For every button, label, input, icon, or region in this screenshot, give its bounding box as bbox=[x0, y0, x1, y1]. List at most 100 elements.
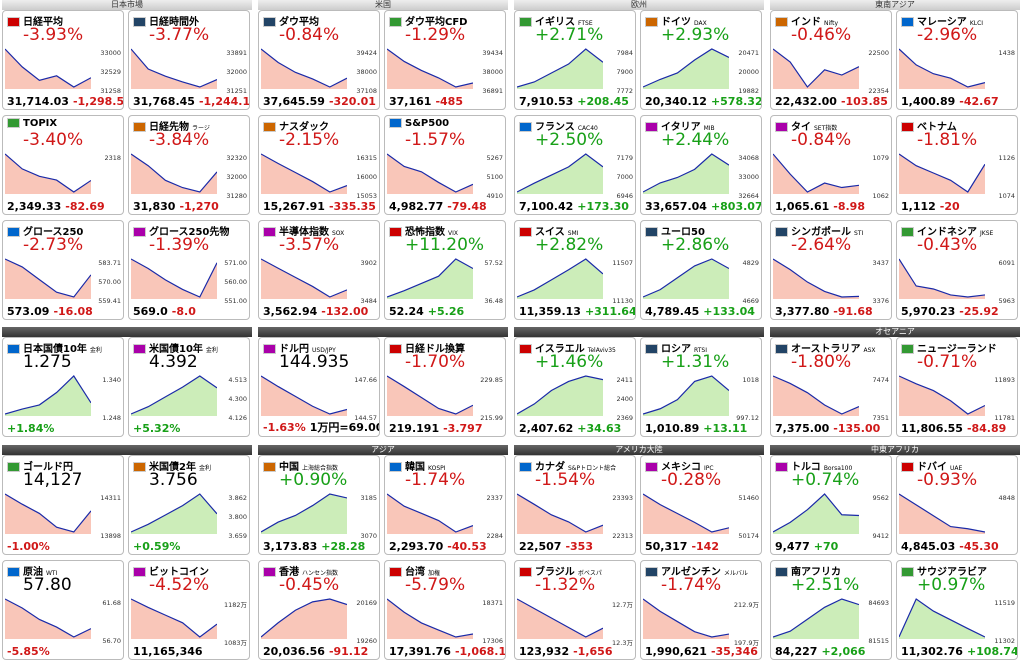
spark-line bbox=[517, 153, 603, 193]
axis-label: 81515 bbox=[868, 637, 889, 645]
area bbox=[517, 154, 603, 194]
sub-label: 加権 bbox=[428, 570, 441, 577]
tile: ブラジル ボベスパ -1.32% 12.7万 12.3万 123,932 -1,656 bbox=[514, 560, 636, 660]
tile: アルゼンチン メルバル -1.74% 212.9万 197.9万 1,990,621 -35… bbox=[640, 560, 762, 660]
axis-label: 23393 bbox=[612, 494, 633, 502]
value: -5.85% bbox=[7, 645, 50, 658]
section-header bbox=[2, 327, 252, 337]
sparkline bbox=[773, 153, 859, 194]
axis-label: 215.99 bbox=[480, 414, 503, 422]
section-header: オセアニア bbox=[770, 327, 1020, 337]
name: タイ bbox=[791, 122, 811, 133]
sub-label: FTSE bbox=[578, 20, 593, 27]
change: -3.77% bbox=[149, 25, 210, 45]
tile-name: 南アフリカ bbox=[775, 563, 841, 578]
spark-line bbox=[899, 375, 985, 415]
bottom-values: 2,293.70 -40.53 bbox=[389, 540, 491, 553]
sub-label: S&Pトロント総合 bbox=[568, 465, 617, 472]
tile: ユーロ50 +2.86% 4829 4669 4,789.45 +133.04 bbox=[640, 220, 762, 320]
flag bbox=[389, 462, 402, 472]
value: -103.85 bbox=[840, 95, 888, 108]
axis-label: 39434 bbox=[482, 49, 503, 57]
area bbox=[773, 154, 859, 194]
change: -3.93% bbox=[23, 25, 84, 45]
value: 37,161 bbox=[389, 95, 432, 108]
value: 1,010.89 bbox=[645, 422, 700, 435]
flag bbox=[901, 227, 914, 237]
axis-label: 2411 bbox=[616, 376, 633, 384]
flag bbox=[901, 344, 914, 354]
tile-name: マレーシア KLCI bbox=[901, 13, 983, 28]
tile: オーストラリア ASX -1.80% 7474 7351 7,375.00 -135.00 bbox=[770, 337, 892, 437]
value: +311.64 bbox=[584, 305, 636, 318]
flag bbox=[389, 118, 402, 128]
spark-line bbox=[5, 48, 91, 88]
flag bbox=[7, 344, 20, 354]
tile-name: イスラエル TelAviv35 bbox=[519, 340, 616, 355]
sub-label: TelAviv35 bbox=[587, 347, 616, 354]
area bbox=[261, 599, 347, 639]
value: -45.30 bbox=[959, 540, 999, 553]
name: 半導体指数 bbox=[279, 227, 329, 238]
axis-label: 11519 bbox=[994, 599, 1015, 607]
bottom-values: 15,267.91 -335.35 bbox=[263, 200, 379, 213]
value: -1,270 bbox=[179, 200, 219, 213]
axis-label: 1083万 bbox=[223, 639, 247, 647]
tile: ダウ平均 -0.84% 39424 38000 37108 37,645.59 -320.0… bbox=[258, 10, 380, 110]
change: +0.74% bbox=[791, 470, 860, 490]
flag bbox=[775, 227, 788, 237]
change: -1.57% bbox=[405, 130, 466, 150]
bottom-values: +5.32% bbox=[133, 422, 184, 435]
bottom-values: -1.00% bbox=[7, 540, 54, 553]
axis-label: 34068 bbox=[738, 154, 759, 162]
spark-line bbox=[773, 153, 859, 193]
spark-line bbox=[387, 598, 473, 638]
axis-label: 38000 bbox=[482, 68, 503, 76]
tile: ゴールド円 14,127 14311 13898 -1.00% bbox=[2, 455, 124, 555]
axis-label: 7000 bbox=[616, 173, 633, 181]
change: -0.84% bbox=[279, 25, 340, 45]
tile-name: トルコ Borsa100 bbox=[775, 458, 852, 473]
tile-name: ドイツ DAX bbox=[645, 13, 707, 28]
name: イスラエル bbox=[535, 344, 585, 355]
name: 日経平均 bbox=[23, 17, 63, 28]
tile: 米国債2年 金利 3.756 3.862 3.800 3.659 +0.59% bbox=[128, 455, 250, 555]
value: 11,806.55 bbox=[901, 422, 963, 435]
sub-label: 上海総合指数 bbox=[302, 465, 339, 472]
axis-label: 11507 bbox=[612, 259, 633, 267]
spark-line bbox=[5, 598, 91, 638]
area bbox=[5, 154, 91, 194]
sparkline bbox=[5, 598, 91, 639]
sparkline bbox=[261, 493, 347, 534]
sub-label: SMI bbox=[567, 230, 579, 237]
axis-label: 3185 bbox=[360, 494, 377, 502]
sparkline bbox=[131, 258, 217, 299]
area bbox=[5, 599, 91, 639]
name: メキシコ bbox=[661, 462, 701, 473]
value: -335.35 bbox=[328, 200, 376, 213]
value: +28.28 bbox=[321, 540, 366, 553]
change: -2.96% bbox=[917, 25, 978, 45]
value: -1,298.55 bbox=[72, 95, 124, 108]
axis-label: 50174 bbox=[738, 532, 759, 540]
flag bbox=[133, 227, 146, 237]
bottom-values: 3,562.94 -132.00 bbox=[263, 305, 372, 318]
tile: 日経先物 ラージ -3.84% 32320 32000 31280 31,830 -1,270 bbox=[128, 115, 250, 215]
axis-label: 144.57 bbox=[354, 414, 377, 422]
flag bbox=[7, 17, 20, 27]
name: トルコ bbox=[791, 462, 821, 473]
axis-label: 15053 bbox=[356, 192, 377, 200]
value: 7,375.00 bbox=[775, 422, 830, 435]
tile: 米国債10年 金利 4.392 4.513 4.300 4.126 +5.32% bbox=[128, 337, 250, 437]
axis-label: 33000 bbox=[738, 173, 759, 181]
axis-label: 7351 bbox=[872, 414, 889, 422]
sparkline bbox=[899, 258, 985, 299]
spark-line bbox=[261, 258, 347, 298]
name: 韓国 bbox=[405, 462, 425, 473]
area bbox=[643, 599, 729, 639]
axis-label: 197.9万 bbox=[733, 639, 759, 647]
spark-line bbox=[517, 258, 603, 298]
name: サウジアラビア bbox=[917, 567, 987, 578]
tile-name: TOPIX bbox=[7, 118, 57, 129]
